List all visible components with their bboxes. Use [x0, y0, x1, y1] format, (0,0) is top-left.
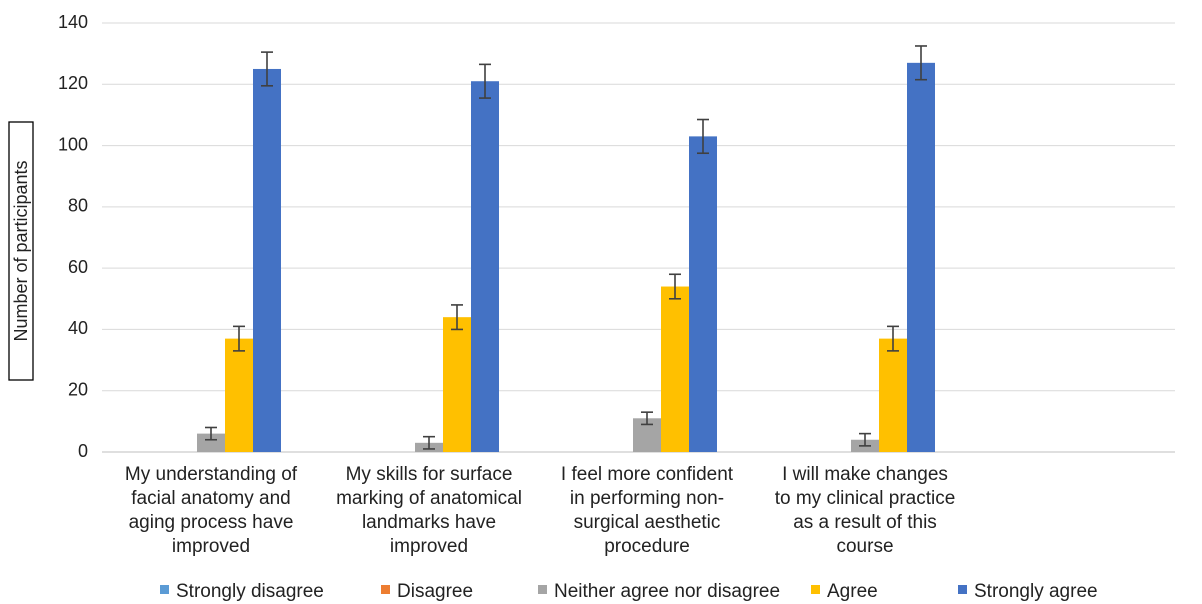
bar	[443, 317, 471, 452]
legend-swatch	[958, 585, 967, 594]
bar	[879, 338, 907, 452]
legend-swatch	[538, 585, 547, 594]
y-tick-label: 80	[68, 196, 88, 216]
y-axis-label: Number of participants	[11, 160, 31, 341]
y-tick-label: 100	[58, 134, 88, 154]
legend-swatch	[811, 585, 820, 594]
y-tick-label: 120	[58, 73, 88, 93]
legend-label: Agree	[827, 581, 878, 602]
y-tick-label: 60	[68, 257, 88, 277]
legend-label: Strongly disagree	[176, 581, 324, 602]
y-tick-label: 40	[68, 318, 88, 338]
x-category-label: My skills for surface marking of anatomic…	[336, 464, 522, 557]
legend-label: Disagree	[397, 581, 473, 602]
bars	[197, 62, 935, 452]
legend: Strongly disagree Disagree Neither agree n…	[160, 581, 1098, 602]
y-tick-label: 140	[58, 12, 88, 32]
x-category-label: My understanding of facial anatomy and agi…	[125, 464, 298, 557]
y-axis-ticks: 0 20 40 60 80 100 120 140	[58, 12, 88, 461]
y-axis-label-frame	[8, 121, 34, 381]
bar	[471, 81, 499, 452]
bar	[225, 338, 253, 452]
bar	[253, 68, 281, 452]
x-category-label: I will make changes to my clinical practi…	[775, 464, 956, 557]
legend-swatch	[160, 585, 169, 594]
bar	[907, 62, 935, 452]
y-axis-label-box: Number of participants	[8, 121, 34, 381]
bar	[661, 286, 689, 452]
y-tick-label: 20	[68, 379, 88, 399]
error-bars	[205, 45, 927, 450]
legend-label: Neither agree nor disagree	[554, 581, 780, 602]
legend-label: Strongly agree	[974, 581, 1098, 602]
x-axis-categories: My understanding of facial anatomy and agi…	[125, 464, 955, 557]
bar	[689, 136, 717, 452]
bar	[197, 433, 225, 452]
y-tick-label: 0	[78, 441, 88, 461]
legend-swatch	[381, 585, 390, 594]
x-category-label: I feel more confident in performing non-s…	[561, 464, 734, 557]
